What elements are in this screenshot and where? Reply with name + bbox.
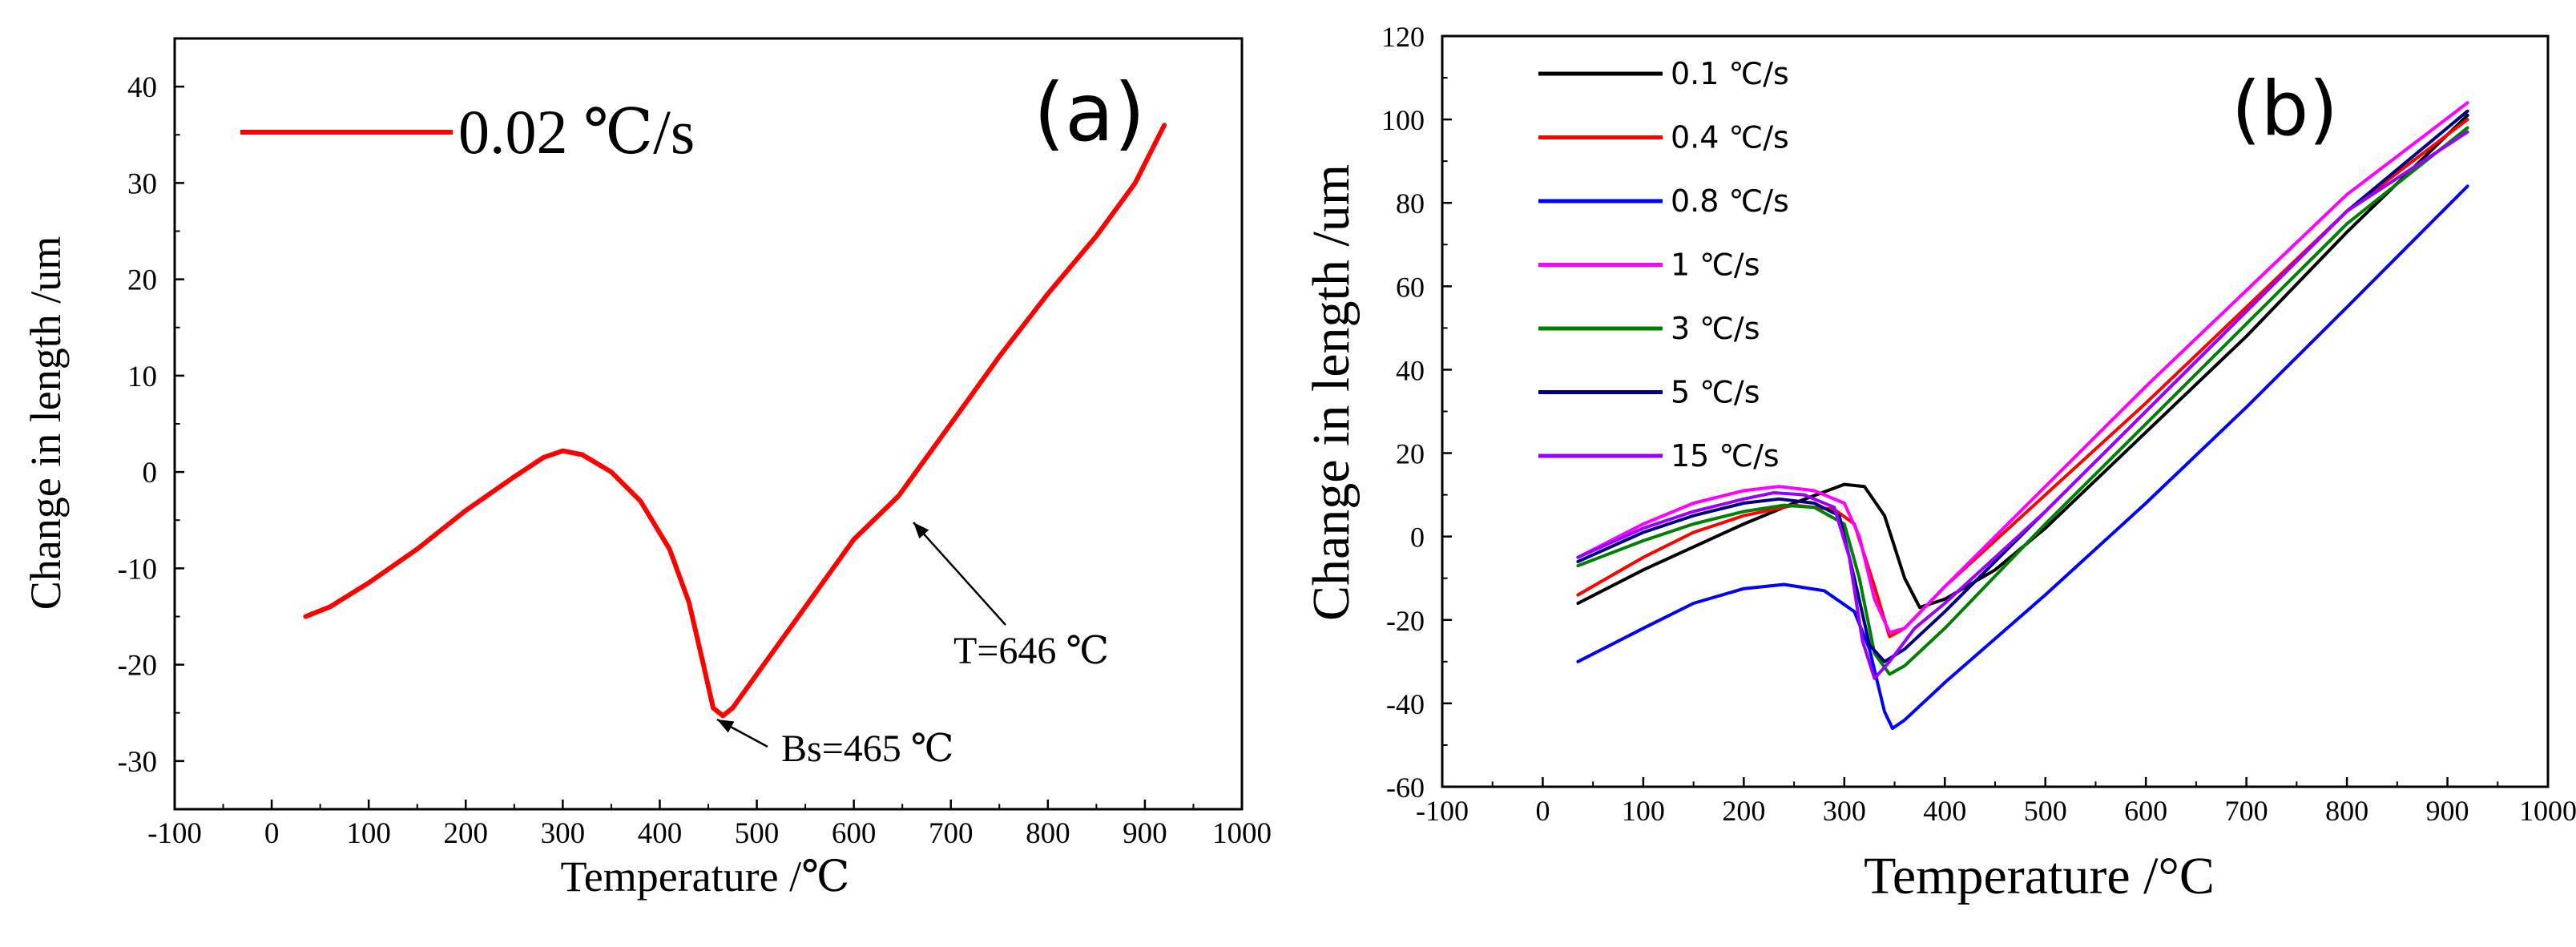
x-tick-label: 1000 [2519, 795, 2576, 827]
x-tick-label: 1000 [1212, 817, 1272, 850]
x-tick-label: 700 [929, 817, 974, 850]
panel-b: -100 0 100 200 300 400 500 600 700 800 900 1000-60-… [1302, 21, 2576, 905]
plot-frame [1441, 34, 2550, 788]
annotation-label-0: Bs=465 ℃ [781, 727, 953, 770]
x-tick-label: 600 [2124, 795, 2167, 827]
annotation-label-1: T=646 ℃ [953, 630, 1109, 672]
y-tick-label: 10 [127, 361, 157, 393]
x-tick-label: 500 [735, 817, 780, 850]
y-tick-label: 20 [1396, 438, 1425, 470]
legend-label-0: 0.02 ℃/s [458, 97, 695, 167]
y-tick-label: -20 [1386, 605, 1425, 637]
y-tick-label: 80 [1396, 187, 1425, 220]
panel-a: -100 0 100 200 300 400 500 600 700 800 900 1000-30-… [22, 37, 1272, 901]
series-line-1 [1576, 118, 2469, 639]
y-tick-label: -30 [118, 746, 157, 779]
x-tick-label: 900 [1123, 817, 1167, 850]
annotation-arrow [913, 522, 1006, 626]
x-tick-label: 900 [2426, 795, 2469, 827]
series-line-0 [303, 123, 1167, 719]
y-tick-label: 0 [143, 457, 158, 490]
x-tick-label: 600 [832, 817, 877, 850]
y-tick-label: 120 [1381, 21, 1425, 53]
y-tick-label: 100 [1381, 104, 1425, 136]
x-tick-label: 800 [1026, 817, 1070, 850]
y-tick-label: 20 [127, 264, 157, 297]
x-axis-label: Temperature /°C [1864, 847, 2215, 905]
legend-label-0: 0.1 ℃/s [1671, 56, 1789, 91]
y-tick-label: 30 [127, 167, 157, 200]
x-tick-label: 100 [1622, 795, 1665, 827]
x-tick-label: 800 [2325, 795, 2368, 827]
x-tick-label: 300 [541, 817, 586, 850]
x-tick-label: 200 [444, 817, 489, 850]
y-tick-label: -10 [118, 553, 157, 586]
series-line-6 [1576, 130, 2469, 680]
y-tick-label: 40 [127, 71, 157, 104]
x-tick-label: -100 [1416, 795, 1469, 827]
annotation-arrowhead [913, 522, 929, 539]
legend-label-1: 0.4 ℃/s [1671, 120, 1789, 155]
x-tick-label: 400 [1923, 795, 1966, 827]
x-axis-label: Temperature /℃ [561, 852, 850, 901]
y-tick-label: 40 [1396, 354, 1425, 386]
panel-label: (a) [1034, 66, 1145, 159]
y-tick-label: 0 [1410, 522, 1425, 554]
x-tick-label: -100 [147, 817, 202, 850]
legend-label-5: 5 ℃/s [1671, 375, 1760, 410]
legend-label-6: 15 ℃/s [1671, 438, 1780, 474]
series-line-0 [1576, 113, 2469, 610]
x-tick-label: 0 [1535, 795, 1550, 827]
x-tick-label: 0 [264, 817, 280, 850]
y-tick-label: -20 [118, 650, 157, 683]
y-tick-label: 60 [1396, 271, 1425, 303]
series-line-4 [1576, 126, 2469, 676]
panel-label: (b) [2231, 66, 2338, 153]
legend-label-2: 0.8 ℃/s [1671, 183, 1789, 219]
x-tick-label: 400 [638, 817, 683, 850]
x-tick-label: 200 [1722, 795, 1765, 827]
y-tick-label: -40 [1386, 688, 1425, 720]
legend-label-4: 3 ℃/s [1671, 311, 1760, 346]
y-axis-label: Change in length /um [22, 236, 70, 610]
y-tick-label: -60 [1386, 772, 1425, 804]
legend-label-3: 1 ℃/s [1671, 248, 1760, 283]
y-axis-label: Change in length /um [1302, 164, 1361, 621]
x-tick-label: 500 [2024, 795, 2067, 827]
series-line-2 [1576, 184, 2469, 731]
x-tick-label: 700 [2225, 795, 2268, 827]
x-tick-label: 300 [1823, 795, 1866, 827]
series-line-3 [1576, 101, 2469, 635]
annotation-arrowhead [717, 719, 735, 733]
x-tick-label: 100 [346, 817, 391, 850]
